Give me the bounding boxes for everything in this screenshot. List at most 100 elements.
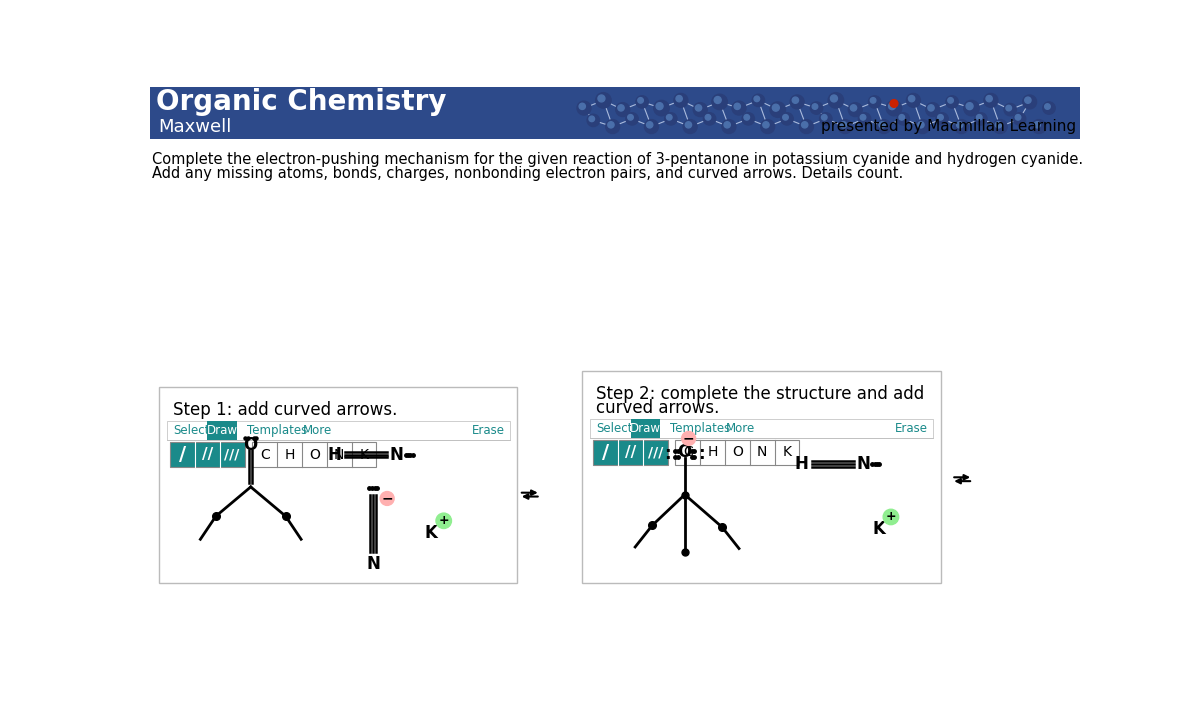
Circle shape xyxy=(1004,103,1016,116)
Circle shape xyxy=(782,115,788,120)
Circle shape xyxy=(1034,122,1040,128)
Bar xyxy=(160,387,517,583)
Circle shape xyxy=(964,100,979,116)
Circle shape xyxy=(848,102,863,117)
Text: O: O xyxy=(308,448,319,461)
Bar xyxy=(252,442,377,467)
Text: H: H xyxy=(328,446,341,464)
Text: H: H xyxy=(708,446,718,459)
Circle shape xyxy=(880,122,886,128)
Text: H: H xyxy=(794,455,808,473)
Circle shape xyxy=(722,120,736,133)
Text: Complete the electron-pushing mechanism for the given reaction of 3-pentanone in: Complete the electron-pushing mechanism … xyxy=(152,152,1084,167)
Text: +: + xyxy=(438,514,449,527)
Text: K: K xyxy=(425,524,438,542)
Circle shape xyxy=(685,122,691,128)
Circle shape xyxy=(790,95,804,109)
Text: :: : xyxy=(665,445,671,463)
Text: O: O xyxy=(678,443,692,461)
Text: −: − xyxy=(683,431,695,446)
Circle shape xyxy=(810,102,823,114)
Bar xyxy=(582,371,941,583)
Circle shape xyxy=(770,102,786,118)
Circle shape xyxy=(840,122,846,128)
Circle shape xyxy=(851,105,857,111)
Circle shape xyxy=(734,103,740,110)
Text: K: K xyxy=(360,448,368,461)
Bar xyxy=(593,440,667,464)
Text: More: More xyxy=(726,422,755,435)
Circle shape xyxy=(714,97,721,103)
Circle shape xyxy=(712,94,727,110)
Circle shape xyxy=(647,122,653,128)
Circle shape xyxy=(644,120,659,133)
Text: Organic Chemistry: Organic Chemistry xyxy=(156,88,446,116)
Text: More: More xyxy=(302,424,332,437)
Circle shape xyxy=(676,95,683,102)
Bar xyxy=(676,440,799,464)
Circle shape xyxy=(732,101,746,115)
Circle shape xyxy=(742,112,755,125)
Circle shape xyxy=(898,112,910,125)
Circle shape xyxy=(763,122,769,128)
Circle shape xyxy=(683,120,697,133)
Text: −: − xyxy=(382,492,392,505)
Circle shape xyxy=(598,95,605,102)
Circle shape xyxy=(870,97,876,103)
Circle shape xyxy=(577,101,590,115)
Circle shape xyxy=(724,122,731,128)
Circle shape xyxy=(858,112,871,125)
Circle shape xyxy=(773,105,779,111)
Circle shape xyxy=(908,95,914,102)
Text: C: C xyxy=(683,446,692,459)
Text: C: C xyxy=(260,448,270,461)
Circle shape xyxy=(587,114,600,127)
Text: K: K xyxy=(782,446,792,459)
Circle shape xyxy=(974,112,988,125)
Circle shape xyxy=(860,115,865,120)
Circle shape xyxy=(995,122,1002,128)
Circle shape xyxy=(928,105,934,111)
Text: /: / xyxy=(602,443,610,461)
Circle shape xyxy=(706,115,710,120)
Circle shape xyxy=(665,112,677,125)
Bar xyxy=(630,419,660,438)
Circle shape xyxy=(744,115,750,120)
Bar xyxy=(590,419,932,438)
Circle shape xyxy=(994,120,1007,133)
Circle shape xyxy=(695,105,702,111)
Text: Select: Select xyxy=(173,424,210,437)
Text: N: N xyxy=(757,446,768,459)
Text: //: // xyxy=(625,445,636,460)
Circle shape xyxy=(682,431,696,446)
Circle shape xyxy=(802,122,808,128)
Circle shape xyxy=(1045,104,1050,110)
Text: O: O xyxy=(244,435,258,454)
Circle shape xyxy=(839,120,852,133)
Circle shape xyxy=(956,122,962,128)
Circle shape xyxy=(799,120,814,133)
Text: N: N xyxy=(334,448,344,461)
Circle shape xyxy=(899,115,905,120)
Text: /: / xyxy=(179,445,186,464)
Text: Step 1: add curved arrows.: Step 1: add curved arrows. xyxy=(173,401,397,419)
Circle shape xyxy=(580,103,586,110)
Text: Draw: Draw xyxy=(630,422,661,435)
Circle shape xyxy=(936,112,948,125)
Circle shape xyxy=(925,102,940,117)
Text: Templates: Templates xyxy=(247,424,307,437)
Circle shape xyxy=(830,95,838,102)
Circle shape xyxy=(589,116,594,122)
Circle shape xyxy=(916,120,930,133)
Text: N: N xyxy=(366,555,380,573)
Circle shape xyxy=(822,115,827,120)
Circle shape xyxy=(616,102,630,117)
Text: N: N xyxy=(390,446,403,464)
Circle shape xyxy=(792,97,798,103)
Circle shape xyxy=(637,97,643,103)
Circle shape xyxy=(703,112,715,125)
Text: Select: Select xyxy=(596,422,632,435)
Text: H: H xyxy=(284,448,295,461)
Circle shape xyxy=(636,96,648,108)
Circle shape xyxy=(966,102,973,110)
